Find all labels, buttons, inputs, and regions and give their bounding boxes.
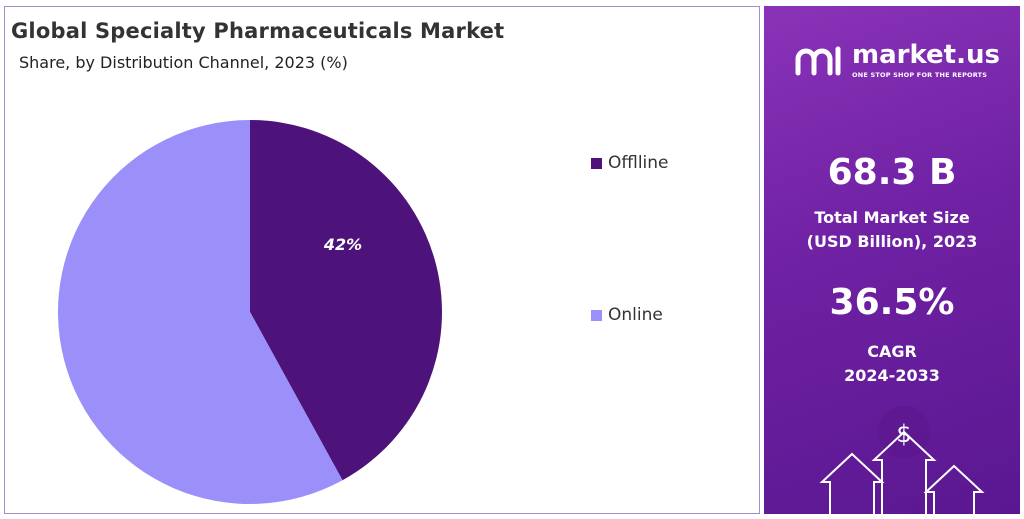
cagr-period: 2024-2033 <box>844 366 940 385</box>
chart-title: Global Specialty Pharmaceuticals Market <box>11 19 505 43</box>
chart-panel: Global Specialty Pharmaceuticals Market … <box>4 6 760 514</box>
legend-swatch <box>591 309 602 321</box>
market-size-label-line2: (USD Billion), 2023 <box>806 232 978 251</box>
cagr-value: 36.5% <box>829 282 955 323</box>
legend-label: Online <box>608 305 663 325</box>
legend-label: Offlline <box>608 153 669 173</box>
summary-panel: market.us ONE STOP SHOP FOR THE REPORTS … <box>764 6 1020 514</box>
growth-arrows-icon: $ <box>819 406 985 514</box>
brand-logo: market.us ONE STOP SHOP FOR THE REPORTS <box>794 42 1000 79</box>
brand-tagline: ONE STOP SHOP FOR THE REPORTS <box>852 71 988 79</box>
legend-swatch <box>591 157 602 169</box>
dollar-sign: $ <box>896 420 911 448</box>
market-us-logo-icon <box>795 46 841 75</box>
data-label-offlline: 42% <box>323 235 362 254</box>
pie-slice-online <box>58 120 343 504</box>
legend-item-offlline: Offlline <box>591 153 669 173</box>
market-size-label-line1: Total Market Size <box>814 208 970 227</box>
chart-subtitle: Share, by Distribution Channel, 2023 (%) <box>19 53 348 72</box>
legend-item-online: Online <box>591 305 663 325</box>
market-size-value: 68.3 B <box>827 152 957 193</box>
pie-slice-offlline <box>250 120 442 481</box>
brand-name: market.us <box>852 40 1000 70</box>
cagr-label: CAGR <box>867 342 917 361</box>
pie-chart: 42% <box>58 120 442 504</box>
